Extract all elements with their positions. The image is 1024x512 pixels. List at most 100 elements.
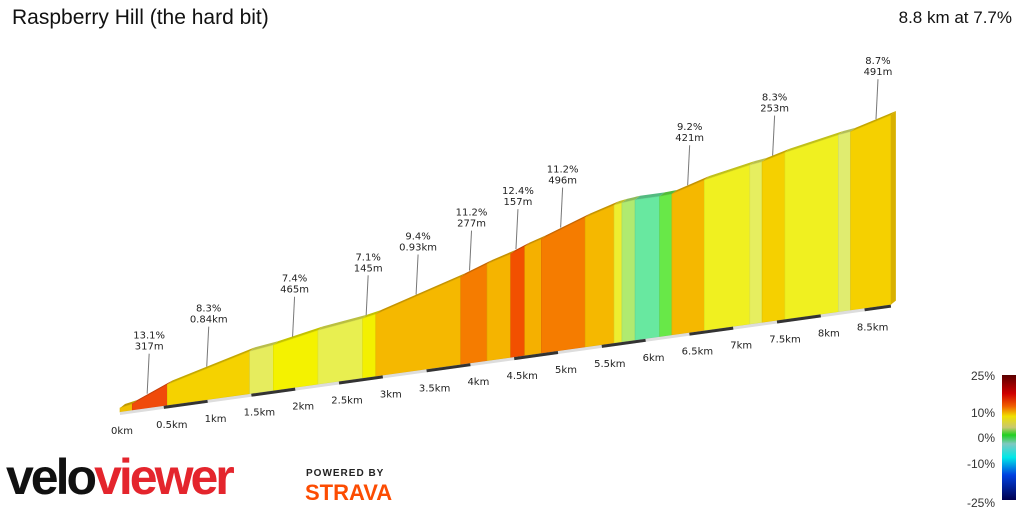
gradient-segment [671, 179, 705, 336]
distance-tick-label: 7.5km [769, 335, 800, 346]
axis-km-band [513, 351, 559, 361]
annotation-leader-line [469, 230, 473, 271]
annotation-leader-line [515, 209, 519, 250]
distance-tick-label: 3.5km [419, 383, 450, 394]
axis-km-band [163, 399, 208, 409]
distance-tick-label: 4.5km [506, 371, 537, 382]
annotation-gradient: 8.3% [196, 304, 221, 315]
gradient-annotation: 8.7%491m [864, 56, 893, 120]
annotation-leader-line [875, 79, 879, 120]
distance-tick-label: 8.5km [857, 322, 888, 333]
segment-top-face [375, 272, 466, 315]
segment-top-face [704, 161, 755, 181]
annotation-gradient: 9.4% [405, 231, 430, 242]
annotation-leader-line [292, 296, 296, 337]
distance-tick-label: 2.5km [331, 396, 362, 407]
annotation-gradient: 12.4% [502, 186, 534, 197]
annotation-leader-line [560, 187, 564, 228]
axis-km-band [251, 387, 296, 397]
gradient-annotation: 12.4%157m [502, 186, 534, 250]
gradient-segment [524, 238, 542, 356]
annotation-length: 0.84km [190, 315, 228, 326]
gradient-segment [749, 161, 763, 325]
gradient-segment [838, 131, 851, 313]
segment-top-face [487, 249, 516, 264]
gradient-segment [784, 134, 839, 320]
powered-by-label: POWERED BY [306, 468, 385, 479]
segment-top-face [120, 399, 138, 408]
annotation-leader-line [206, 326, 210, 367]
gradient-segment [486, 253, 511, 362]
gradient-legend: 25% 10% 0% -10% -25% [967, 369, 1016, 510]
gradient-segment [659, 193, 673, 338]
distance-tick-label: 8km [818, 328, 840, 339]
distance-tick-label: 0.5km [156, 420, 187, 431]
gradient-annotation: 11.2%277m [456, 208, 488, 271]
annotation-gradient: 11.2% [456, 208, 488, 219]
gradient-annotation: 11.2%496m [547, 165, 579, 228]
veloviewer-logo: veloviewer [6, 449, 235, 505]
legend-color-bar [1002, 375, 1016, 500]
annotation-gradient: 9.2% [677, 122, 702, 133]
axis-km-band [689, 326, 734, 336]
gradient-segment [375, 276, 462, 377]
distance-tick-label: 5.5km [594, 359, 625, 370]
gradient-segment [850, 114, 892, 311]
gradient-segment [703, 164, 751, 331]
distance-tick-label: 6.5km [682, 347, 713, 358]
gradient-segment [460, 263, 488, 365]
gradient-segment [634, 195, 660, 341]
distance-tick-label: 1.5km [244, 408, 275, 419]
gradient-segment [621, 199, 636, 343]
segment-top-face [273, 326, 323, 346]
gradient-segment [584, 204, 615, 348]
distance-tick-label: 1km [205, 414, 227, 425]
axis-km-band [601, 338, 646, 348]
annotation-leader-line [772, 115, 776, 156]
distance-axis [120, 304, 892, 415]
annotation-length: 496m [548, 176, 577, 187]
gradient-annotation: 8.3%253m [760, 93, 789, 156]
legend-label: 0% [978, 431, 996, 445]
annotation-length: 0.93km [399, 242, 437, 253]
legend-label: -25% [967, 496, 995, 510]
legend-label: 10% [971, 406, 995, 420]
gradient-segment [362, 313, 377, 379]
annotation-gradient: 8.7% [865, 56, 890, 67]
distance-tick-label: 4km [467, 377, 489, 388]
annotation-length: 491m [864, 67, 893, 78]
gradient-annotation: 9.4%0.93km [399, 231, 437, 295]
distance-tick-label: 5km [555, 365, 577, 376]
annotation-length: 157m [504, 197, 533, 208]
gradient-annotation: 8.3%0.84km [190, 304, 228, 367]
annotation-gradient: 13.1% [133, 331, 165, 342]
segment-top-face [317, 314, 368, 331]
annotation-length: 253m [760, 104, 789, 115]
distance-tick-label: 2km [292, 402, 314, 413]
gradient-annotation: 9.2%421m [675, 122, 704, 186]
segment-top-face [671, 176, 710, 195]
annotation-leader-line [146, 353, 150, 394]
gradient-segment [613, 202, 623, 344]
segment-top-face [635, 192, 665, 200]
segment-top-face [850, 111, 896, 132]
segment-top-face [541, 213, 591, 240]
axis-km-band [864, 304, 892, 312]
distance-tick-label: 7km [730, 341, 752, 352]
segment-top-face [167, 347, 255, 385]
axis-km-band [338, 375, 384, 385]
axis-km-band [426, 363, 471, 373]
segment-summary: 8.8 km at 7.7% [898, 8, 1012, 27]
legend-label: 25% [971, 369, 995, 383]
annotation-length: 277m [457, 219, 486, 230]
annotation-leader-line [365, 275, 369, 316]
annotation-gradient: 7.1% [355, 252, 380, 263]
annotation-length: 145m [354, 263, 383, 274]
annotation-gradient: 11.2% [547, 165, 579, 176]
gradient-segment [317, 318, 363, 385]
gradient-segment [761, 152, 786, 323]
segment-top-face [249, 341, 279, 352]
annotation-length: 317m [135, 342, 164, 353]
segment-top-face [585, 201, 620, 218]
distance-tick-label: 3km [380, 389, 402, 400]
